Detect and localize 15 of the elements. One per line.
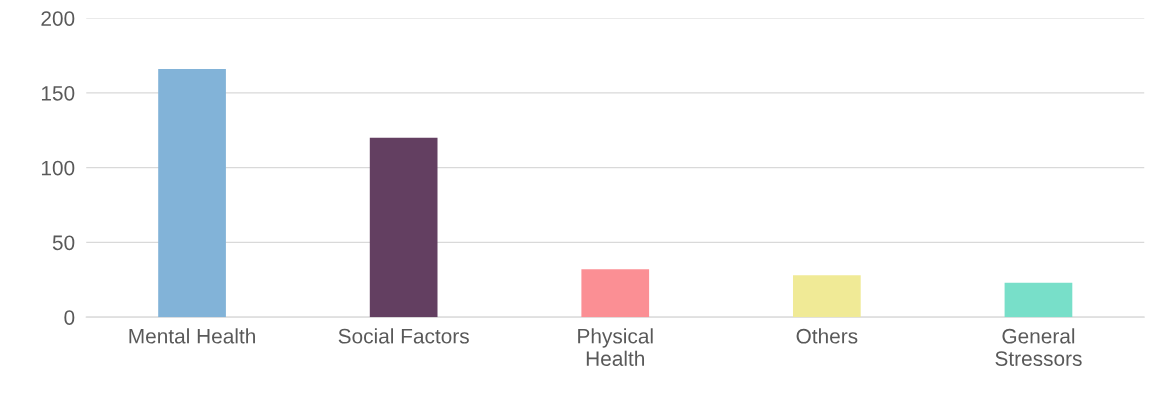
bar	[1004, 282, 1073, 318]
x-tick-label: Others	[796, 328, 858, 344]
y-tick-label: 50	[52, 235, 75, 251]
x-tick-label: Physical Health	[578, 328, 653, 366]
bar	[369, 137, 438, 318]
x-tick-label: Mental Health	[129, 328, 255, 344]
y-tick-label: 200	[41, 11, 75, 26]
y-tick-label: 150	[41, 85, 75, 101]
y-tick-label: 0	[64, 310, 75, 325]
x-tick-label: General Stressors	[995, 328, 1082, 366]
bar	[581, 269, 650, 318]
bar	[158, 69, 226, 318]
x-tick-label: Social Factors	[338, 328, 469, 344]
y-tick-label: 100	[41, 160, 75, 176]
bar	[792, 275, 861, 318]
